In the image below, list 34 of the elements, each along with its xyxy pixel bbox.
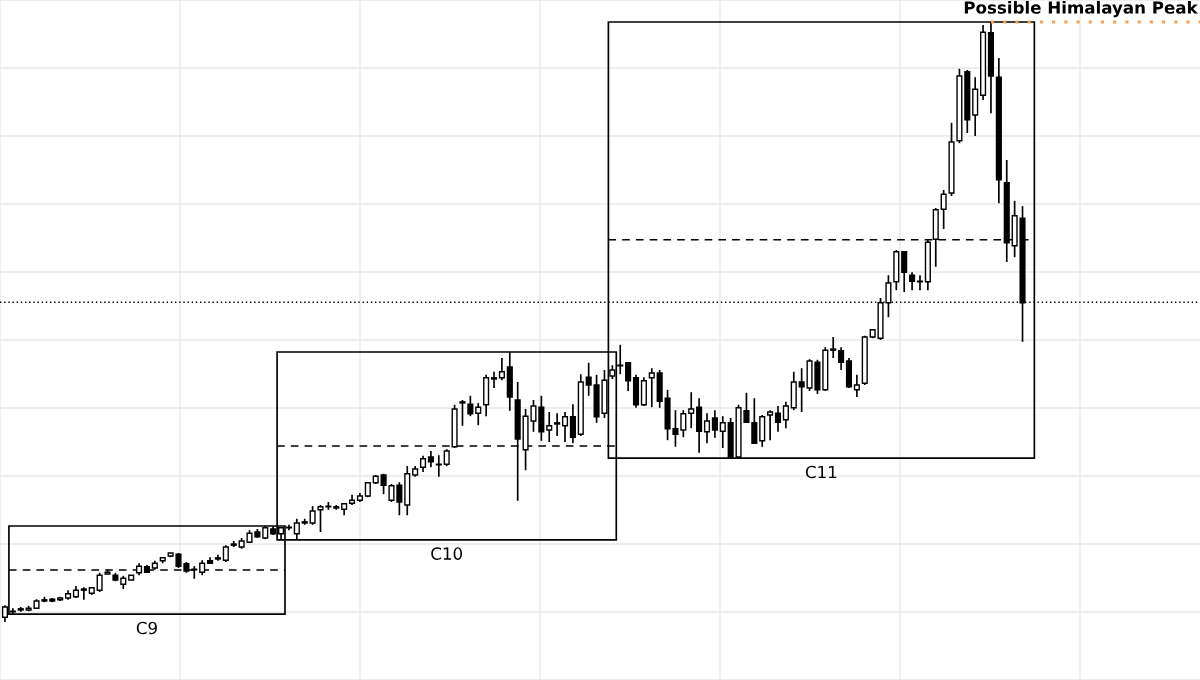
candlestick: [688, 391, 695, 430]
candlestick: [940, 189, 947, 230]
candlestick: [901, 250, 908, 293]
candlestick: [467, 394, 474, 418]
candlestick: [475, 402, 482, 427]
candlestick: [774, 405, 782, 433]
candlestick: [96, 571, 103, 593]
candlestick: [648, 367, 655, 409]
candlestick: [569, 403, 576, 445]
candlestick: [309, 505, 316, 526]
candlestick: [853, 373, 860, 398]
candlestick: [782, 400, 789, 430]
candlestick: [546, 411, 553, 443]
candlestick: [830, 336, 837, 359]
candlestick: [498, 357, 505, 382]
candlestick: [490, 370, 498, 389]
candlestick: [696, 397, 703, 454]
annotation: C11: [805, 465, 837, 479]
candlestick: [459, 399, 466, 427]
candlestick: [838, 346, 845, 371]
candlestick: [711, 409, 718, 439]
candlestick: [767, 409, 774, 442]
candlestick: [561, 411, 569, 443]
candlestick: [719, 415, 726, 449]
annotation: C10: [431, 547, 463, 560]
candlestick: [80, 586, 87, 601]
ref-line-label: Possible Himalayan Peak: [964, 0, 1198, 18]
candlestick: [554, 412, 561, 437]
candlestick: [585, 361, 592, 397]
candlestick: [640, 376, 647, 407]
candlestick: [625, 361, 632, 392]
annotation: C9: [136, 621, 157, 635]
candlestick: [703, 412, 711, 445]
candlestick: [759, 414, 766, 448]
